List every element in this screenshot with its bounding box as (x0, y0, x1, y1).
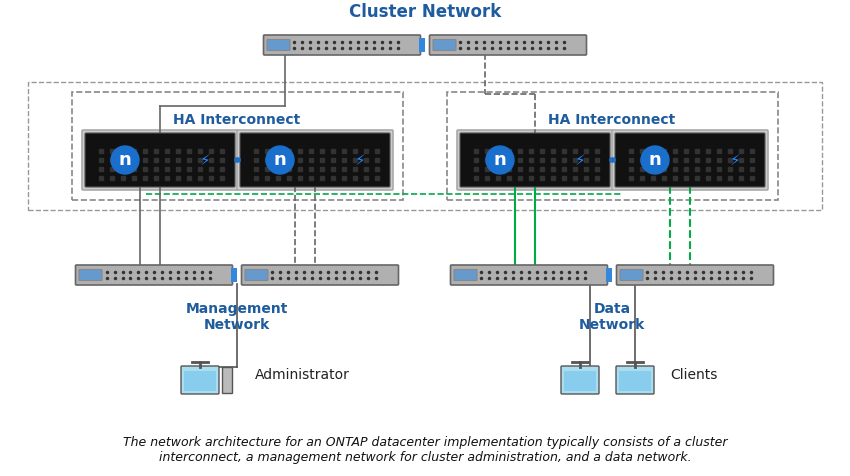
Text: n: n (119, 151, 132, 169)
Circle shape (111, 146, 139, 174)
FancyBboxPatch shape (264, 35, 421, 55)
FancyBboxPatch shape (76, 265, 233, 285)
FancyBboxPatch shape (615, 133, 765, 187)
Text: ⚡: ⚡ (575, 152, 586, 168)
Text: The network architecture for an ONTAP datacenter implementation typically consis: The network architecture for an ONTAP da… (122, 436, 728, 464)
FancyBboxPatch shape (181, 366, 219, 394)
Bar (606, 268, 612, 282)
Text: Administrator: Administrator (255, 368, 350, 382)
FancyBboxPatch shape (237, 130, 393, 190)
FancyBboxPatch shape (616, 265, 774, 285)
Text: Clients: Clients (670, 368, 717, 382)
Text: ⚡: ⚡ (200, 152, 210, 168)
Text: HA Interconnect: HA Interconnect (548, 113, 676, 127)
FancyBboxPatch shape (240, 133, 390, 187)
Text: Data
Network: Data Network (579, 302, 645, 332)
FancyBboxPatch shape (460, 133, 610, 187)
FancyBboxPatch shape (454, 269, 477, 280)
FancyBboxPatch shape (241, 265, 399, 285)
Text: Cluster Network: Cluster Network (348, 3, 502, 21)
FancyBboxPatch shape (457, 130, 613, 190)
Text: ⚡: ⚡ (354, 152, 366, 168)
Text: n: n (274, 151, 286, 169)
FancyBboxPatch shape (612, 130, 768, 190)
Bar (72, 92, 403, 200)
Bar (231, 268, 237, 282)
FancyBboxPatch shape (429, 35, 586, 55)
Bar (447, 92, 778, 200)
FancyBboxPatch shape (79, 269, 102, 280)
Bar (619, 371, 651, 391)
Text: HA Interconnect: HA Interconnect (173, 113, 301, 127)
Text: Management
Network: Management Network (186, 302, 288, 332)
Bar (184, 371, 216, 391)
Text: ⚡: ⚡ (729, 152, 740, 168)
Circle shape (641, 146, 669, 174)
Bar (222, 367, 232, 393)
Bar (564, 371, 596, 391)
FancyBboxPatch shape (267, 40, 290, 50)
FancyBboxPatch shape (616, 366, 654, 394)
FancyBboxPatch shape (450, 265, 608, 285)
FancyBboxPatch shape (620, 269, 643, 280)
Bar (28, 82, 822, 210)
FancyBboxPatch shape (433, 40, 456, 50)
FancyBboxPatch shape (561, 366, 599, 394)
FancyBboxPatch shape (245, 269, 268, 280)
Text: n: n (649, 151, 661, 169)
Circle shape (486, 146, 514, 174)
Circle shape (266, 146, 294, 174)
Bar (419, 38, 425, 52)
FancyBboxPatch shape (82, 130, 238, 190)
FancyBboxPatch shape (85, 133, 235, 187)
Text: n: n (494, 151, 507, 169)
